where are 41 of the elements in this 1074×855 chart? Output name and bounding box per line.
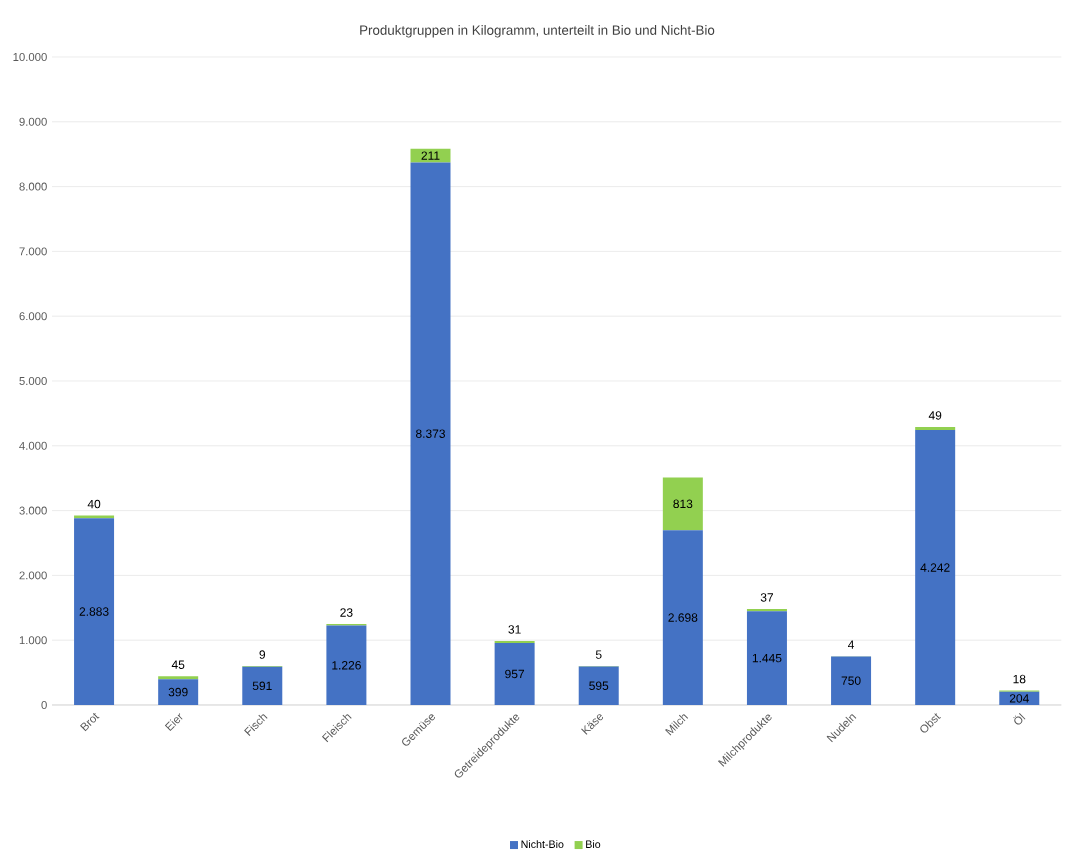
data-label: 5 bbox=[595, 650, 602, 659]
y-tick-label: 3.000 bbox=[19, 506, 47, 515]
data-label: 37 bbox=[760, 593, 774, 602]
y-tick-label: 2.000 bbox=[19, 571, 47, 580]
data-label: 18 bbox=[1013, 674, 1026, 684]
x-tick-label: Öl bbox=[1013, 712, 1026, 725]
data-label: 4 bbox=[848, 640, 855, 649]
data-label: 2.698 bbox=[668, 613, 698, 622]
data-label: 211 bbox=[421, 151, 440, 160]
y-tick-label: 10.000 bbox=[13, 52, 47, 61]
data-label: 750 bbox=[841, 676, 861, 685]
data-label: 49 bbox=[928, 411, 942, 420]
legend-label: Bio bbox=[586, 840, 601, 848]
y-tick-label: 9.000 bbox=[19, 117, 47, 126]
y-tick-label: 0 bbox=[41, 700, 47, 709]
data-label: 813 bbox=[673, 499, 693, 508]
y-tick-label: 7.000 bbox=[19, 247, 47, 256]
data-label: 591 bbox=[252, 681, 272, 690]
x-tick-label: Eier bbox=[164, 713, 183, 731]
data-label: 40 bbox=[87, 499, 101, 509]
data-label: 9 bbox=[259, 650, 266, 659]
y-tick-label: 8.000 bbox=[19, 182, 47, 191]
data-label: 31 bbox=[508, 625, 521, 634]
data-label: 595 bbox=[589, 681, 609, 690]
data-label: 4.242 bbox=[920, 563, 950, 572]
legend-label: Nicht-Bio bbox=[521, 840, 564, 848]
data-label: 204 bbox=[1009, 694, 1029, 703]
data-label: 1.445 bbox=[752, 653, 782, 663]
data-label: 1.226 bbox=[332, 660, 361, 670]
y-tick-label: 4.000 bbox=[19, 441, 47, 450]
chart-title: Produktgruppen in Kilogramm, unterteilt in Bio und Nicht-Bio bbox=[360, 24, 715, 38]
data-label: 45 bbox=[171, 660, 185, 669]
y-tick-label: 5.000 bbox=[19, 376, 47, 385]
y-tick-label: 1.000 bbox=[19, 636, 47, 645]
x-tick-label: Brot bbox=[80, 712, 100, 732]
data-label: 957 bbox=[505, 669, 525, 679]
data-label: 8.373 bbox=[416, 429, 445, 438]
data-label: 2.883 bbox=[79, 607, 109, 616]
data-label: 399 bbox=[168, 687, 188, 697]
data-label: 23 bbox=[340, 608, 353, 617]
y-tick-label: 6.000 bbox=[19, 312, 47, 321]
